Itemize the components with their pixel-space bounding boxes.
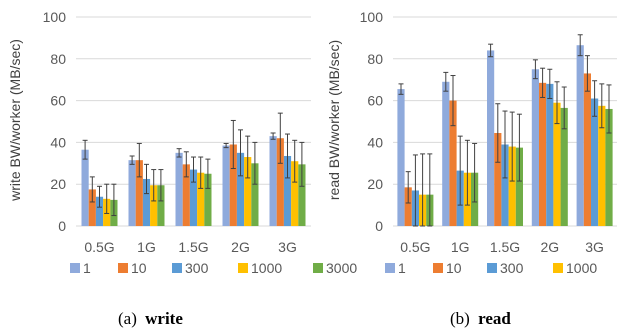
y-tick-label: 60 (367, 93, 383, 109)
bar (189, 169, 198, 226)
legend-label: 300 (500, 260, 524, 276)
x-tick-label: 1.5G (178, 239, 208, 255)
bar (531, 69, 539, 226)
legend-swatch (313, 263, 323, 273)
legend-label: 1000 (566, 260, 597, 276)
y-tick-label: 60 (50, 93, 66, 109)
legend-swatch (553, 263, 563, 273)
y-tick-label: 80 (50, 51, 66, 67)
legend-label: 3000 (326, 260, 357, 276)
y-tick-label: 80 (367, 51, 383, 67)
legend-swatch (70, 263, 80, 273)
bar (269, 136, 277, 226)
x-tick-label: 1G (451, 239, 470, 255)
y-tick-label: 100 (360, 9, 384, 25)
bar (236, 152, 245, 226)
bar (175, 152, 183, 226)
bar (197, 172, 205, 226)
y-tick-label: 20 (367, 176, 383, 192)
legend-swatch (433, 263, 443, 273)
caption-title: read (478, 309, 511, 328)
bar (501, 144, 509, 226)
y-tick-label: 40 (367, 134, 383, 150)
bar (487, 50, 495, 226)
caption-prefix: (b) (450, 309, 474, 328)
x-tick-label: 3G (585, 239, 604, 255)
legend-label: 1 (398, 260, 406, 276)
bar (88, 189, 96, 226)
bar (157, 185, 165, 226)
x-tick-label: 1.5G (490, 239, 520, 255)
legend-swatch (487, 263, 497, 273)
y-tick-label: 20 (50, 176, 66, 192)
x-tick-label: 0.5G (84, 239, 114, 255)
write-chart-panel: 0 20 40 60 80 100 write BW/worker (MB/sec) 0.5G… (7, 9, 357, 328)
x-tick-label: 2G (540, 239, 559, 255)
bar (291, 161, 299, 226)
bar (539, 82, 547, 227)
x-tick-label: 1G (137, 239, 156, 255)
y-tick-label: 0 (58, 218, 66, 234)
bar (546, 83, 554, 226)
caption: (b) read (450, 309, 511, 328)
bar (576, 45, 584, 227)
bar (508, 146, 516, 226)
legend-swatch (385, 263, 395, 273)
legend-label: 1000 (251, 260, 282, 276)
bar (229, 144, 237, 226)
read-chart-panel: 0 20 40 60 80 100 read BW/worker (MB/sec) 0.5G 1… (326, 9, 617, 328)
legend-label: 300 (185, 260, 209, 276)
bar (142, 178, 151, 226)
bar (251, 163, 259, 226)
legend-label: 1 (83, 260, 91, 276)
bar (276, 138, 284, 226)
caption: (a) write (118, 309, 183, 328)
y-tick-label: 40 (50, 134, 66, 150)
bar (404, 187, 412, 226)
bar (515, 147, 523, 226)
bar (494, 132, 502, 226)
bar (560, 107, 568, 226)
legend-swatch (238, 263, 248, 273)
bar (553, 102, 561, 226)
bar (583, 73, 591, 227)
y-axis-label: read BW/worker (MB/sec) (326, 40, 342, 200)
caption-title: write (145, 309, 183, 328)
bar (397, 89, 405, 226)
bar (598, 105, 606, 226)
x-tick-label: 2G (231, 239, 250, 255)
bar (204, 173, 212, 226)
x-tick-label: 3G (278, 239, 297, 255)
y-axis-label: write BW/worker (MB/sec) (7, 39, 23, 202)
bar (244, 157, 252, 226)
bar (591, 98, 599, 226)
bar (128, 160, 136, 226)
caption-prefix: (a) (118, 309, 141, 328)
bar (283, 155, 292, 226)
bar (150, 185, 158, 226)
bar (182, 164, 190, 226)
legend-swatch (118, 263, 128, 273)
x-tick-label: 0.5G (400, 239, 430, 255)
bar (135, 160, 143, 226)
y-tick-label: 100 (43, 9, 67, 25)
legend-swatch (172, 263, 182, 273)
legend-label: 10 (131, 260, 147, 276)
y-tick-label: 0 (375, 218, 383, 234)
bar (222, 145, 230, 226)
bar (442, 81, 450, 226)
bar (449, 100, 457, 226)
bar (81, 149, 89, 226)
bar (298, 164, 306, 226)
bar (605, 108, 613, 226)
bar (95, 196, 104, 226)
legend-label: 10 (446, 260, 462, 276)
